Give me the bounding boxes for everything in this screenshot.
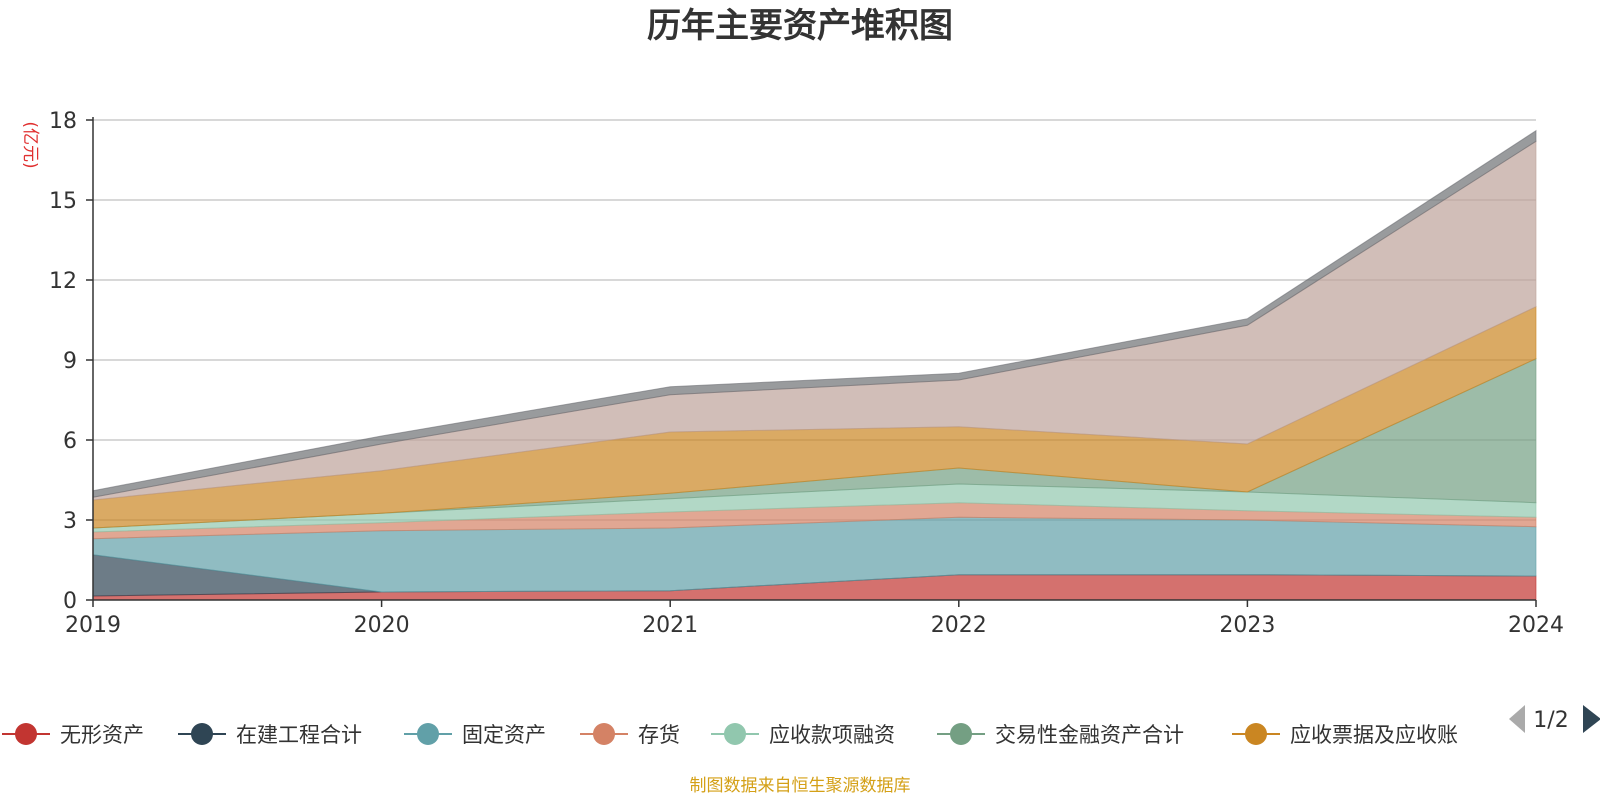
svg-text:应收票据及应收账: 应收票据及应收账	[1290, 723, 1458, 747]
chart-title: 历年主要资产堆积图	[647, 6, 953, 46]
x-tick-label: 2019	[65, 613, 121, 638]
x-tick-label: 2024	[1508, 613, 1564, 638]
svg-text:无形资产: 无形资产	[60, 723, 144, 747]
area-series-group	[92, 129, 1537, 601]
y-axis-unit: (亿元)	[20, 121, 40, 168]
x-tick-label: 2020	[354, 613, 410, 638]
y-tick-label: 12	[49, 269, 77, 294]
axes: 0 3 6 9 12 15 18 2019 2020 2021 2022 2023 2024	[49, 109, 1564, 638]
x-tick-label: 2021	[642, 613, 698, 638]
svg-text:固定资产: 固定资产	[462, 723, 546, 747]
y-tick-label: 9	[63, 349, 77, 374]
y-tick-label: 0	[63, 589, 77, 614]
svg-text:应收款项融资: 应收款项融资	[769, 723, 895, 747]
y-tick-label: 6	[63, 429, 77, 454]
legend-item[interactable]: 交易性金融资产合计	[937, 723, 1184, 747]
y-tick-label: 3	[63, 509, 77, 534]
legend-next-page-icon[interactable]	[1583, 705, 1600, 733]
y-tick-label: 15	[49, 189, 77, 214]
legend-item[interactable]: 应收款项融资	[711, 723, 895, 747]
legend-item[interactable]: 在建工程合计	[178, 723, 362, 747]
legend-pager: 1/2	[1509, 705, 1600, 733]
svg-text:存货: 存货	[638, 723, 680, 747]
x-tick-label: 2023	[1219, 613, 1275, 638]
legend-item[interactable]: 固定资产	[404, 723, 546, 747]
data-source-note: 制图数据来自恒生聚源数据库	[690, 776, 911, 796]
y-tick-label: 18	[49, 109, 77, 134]
legend-page-indicator: 1/2	[1533, 708, 1568, 733]
legend-item[interactable]: 无形资产	[2, 723, 144, 747]
legend-item[interactable]: 应收票据及应收账	[1232, 723, 1458, 747]
x-tick-label: 2022	[931, 613, 987, 638]
legend-item[interactable]: 存货	[580, 723, 680, 747]
svg-text:交易性金融资产合计: 交易性金融资产合计	[995, 723, 1184, 747]
legend-prev-page-icon[interactable]	[1509, 705, 1525, 733]
area-series	[92, 129, 1537, 498]
svg-text:在建工程合计: 在建工程合计	[236, 723, 362, 747]
legend: 无形资产 在建工程合计 固定资产 存货 应收款项融资 交易性金融资产合计 应收票据及应收账	[2, 723, 1458, 747]
